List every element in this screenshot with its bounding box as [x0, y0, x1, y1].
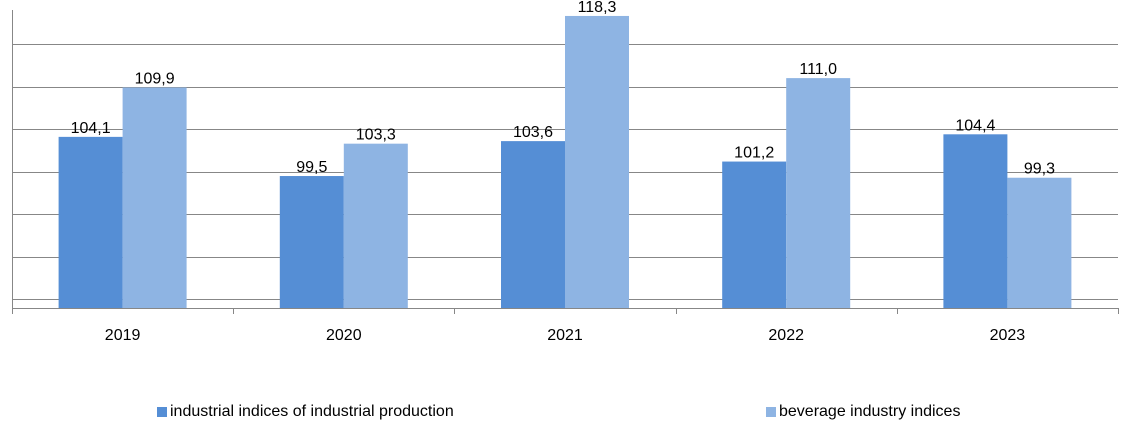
legend-label-beverage: beverage industry indices [779, 403, 961, 420]
data-label: 103,3 [356, 127, 396, 144]
bar [279, 176, 344, 308]
bar [943, 134, 1008, 308]
bar [343, 143, 408, 308]
x-tick-label: 2022 [768, 327, 804, 344]
x-tick-label: 2019 [105, 327, 141, 344]
legend-swatch-beverage [766, 407, 776, 417]
bar [122, 87, 187, 308]
data-label: 99,3 [1024, 161, 1055, 178]
bar [501, 141, 565, 308]
x-tick-label: 2023 [990, 327, 1026, 344]
bar [1007, 177, 1072, 308]
bar [786, 78, 851, 308]
legend-swatch-industrial [157, 407, 167, 417]
bar [565, 15, 629, 309]
data-label: 104,4 [955, 117, 995, 134]
data-label: 111,0 [799, 61, 837, 78]
bars [58, 15, 1072, 309]
x-tick-label: 2020 [326, 327, 362, 344]
bar [58, 136, 123, 308]
data-label: 99,5 [296, 159, 327, 176]
data-label: 103,6 [513, 124, 553, 141]
data-label: 101,2 [734, 145, 774, 162]
data-label: 104,1 [71, 120, 111, 137]
legend-label-industrial: industrial indices of industrial product… [170, 403, 454, 420]
data-label: 118,3 [578, 0, 617, 16]
legend-item-beverage: beverage industry indices [766, 403, 960, 421]
x-axis: 2019 2020 2021 2022 2023 [12, 10, 1119, 344]
legend: industrial indices of industrial product… [0, 401, 1121, 423]
legend-item-industrial: industrial indices of industrial product… [157, 403, 454, 421]
data-label: 109,9 [135, 70, 175, 87]
bar [722, 161, 787, 308]
data-labels: 104,1 109,9 99,5 103,3 103,6 118,3 101,2 111,0 1… [71, 0, 1055, 178]
x-tick-label: 2021 [547, 327, 583, 344]
bar-chart: 2019 2020 2021 2022 2023 104,1 109,9 99,5 103,3… [12, 0, 1119, 344]
